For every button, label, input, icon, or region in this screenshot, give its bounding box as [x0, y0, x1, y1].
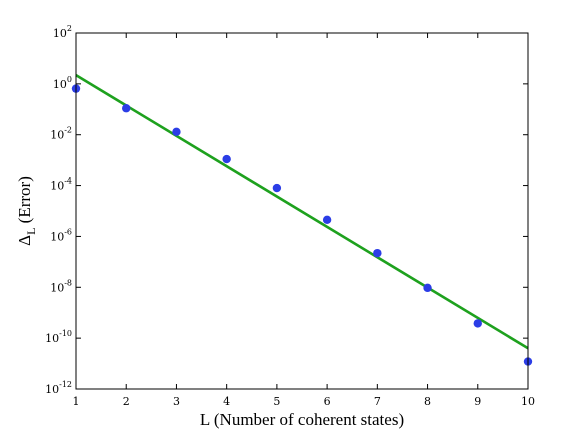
y-tick-exponent: -12	[59, 380, 72, 389]
y-tick-exponent: -10	[59, 329, 72, 338]
data-point	[373, 248, 382, 258]
data-point	[423, 283, 432, 293]
y-tick-base: 10	[50, 281, 64, 294]
series-layer	[71, 74, 533, 366]
y-tick-label: 10-2	[50, 126, 72, 142]
y-tick-base: 10	[53, 78, 67, 91]
y-tick-label: 102	[53, 24, 72, 40]
x-tick-label: 9	[474, 395, 481, 408]
x-axis-label: L (Number of coherent states)	[200, 410, 404, 429]
x-tick-labels: 1 2 3 4 5 6 7 8 9 10	[73, 395, 536, 408]
y-axis-label-text: (Error)	[15, 176, 34, 227]
y-axis-label-subscript: L	[24, 228, 38, 235]
x-tick-label: 6	[324, 395, 331, 408]
data-point	[172, 127, 181, 137]
y-tick-label: 10-6	[50, 227, 72, 243]
y-tick-exponent: 2	[67, 24, 72, 33]
y-tick-exponent: -8	[64, 278, 72, 287]
y-tick-exponent: -6	[64, 227, 72, 236]
y-tick-label: 10-4	[50, 177, 72, 193]
fit-line	[75, 74, 529, 350]
x-tick-label: 5	[273, 395, 280, 408]
y-tick-base: 10	[53, 27, 67, 40]
data-point	[473, 319, 482, 328]
y-tick-base: 10	[50, 180, 64, 193]
y-tick-base: 10	[45, 383, 59, 396]
y-tick-exponent: -2	[64, 126, 72, 135]
data-point	[322, 215, 332, 225]
y-tick-exponent: -4	[64, 177, 72, 186]
data-point	[222, 154, 231, 164]
x-tick-label: 4	[223, 395, 230, 408]
y-tick-label: 10-10	[45, 329, 72, 345]
data-point	[272, 183, 282, 193]
x-tick-label: 1	[73, 395, 80, 408]
y-tick-label: 10-8	[50, 278, 72, 294]
axis-ticks	[75, 32, 529, 390]
x-tick-label: 2	[123, 395, 130, 408]
data-point	[122, 104, 131, 113]
y-tick-label: 100	[53, 75, 72, 91]
y-tick-exponent: 0	[67, 75, 72, 84]
y-axis-label-symbol: Δ	[15, 235, 34, 246]
plot-frame	[75, 32, 529, 390]
y-tick-label: 10-12	[45, 380, 72, 396]
x-tick-label: 7	[374, 395, 381, 408]
y-axis-label: ΔL (Error)	[15, 176, 38, 246]
x-tick-label: 3	[173, 395, 180, 408]
y-tick-base: 10	[50, 129, 64, 142]
x-tick-label: 8	[424, 395, 431, 408]
x-tick-label: 10	[521, 395, 535, 408]
y-tick-base: 10	[45, 332, 59, 345]
y-tick-base: 10	[50, 230, 64, 243]
